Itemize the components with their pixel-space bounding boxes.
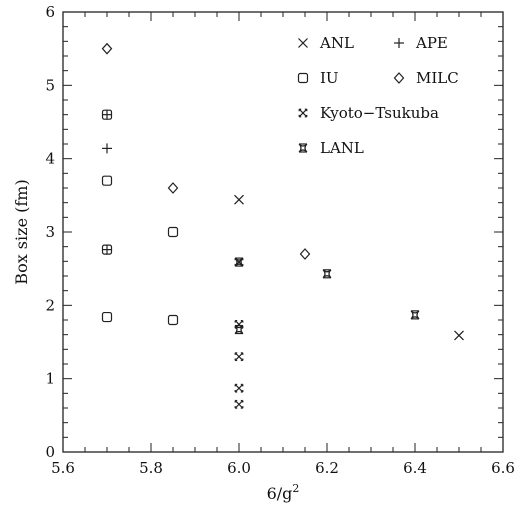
data-point-ape	[102, 143, 112, 154]
legend-entry: APE	[394, 34, 448, 52]
data-point-milc	[299, 248, 311, 260]
y-tick-label: 1	[45, 370, 55, 388]
x-tick-label: 6.0	[227, 459, 251, 477]
data-point-kyoto-tsukuba	[234, 383, 244, 393]
y-tick-label: 3	[45, 223, 55, 241]
data-point-lanl	[234, 324, 244, 335]
legend-entry: MILC	[393, 69, 459, 87]
data-point-iu	[101, 109, 113, 120]
legend-marker	[298, 38, 308, 48]
data-point-lanl	[410, 310, 420, 320]
y-tick-label: 5	[45, 76, 55, 94]
x-axis-label: 6/g2	[267, 482, 300, 503]
legend-entry: ANL	[298, 34, 354, 52]
y-tick-label: 4	[45, 150, 55, 168]
y-tick-label: 0	[45, 443, 55, 461]
data-point-ape	[102, 109, 112, 120]
legend-label: IU	[320, 69, 339, 87]
legend-label: ANL	[319, 34, 354, 52]
x-tick-label: 6.4	[403, 459, 427, 477]
data-point-lanl	[322, 269, 332, 279]
legend-marker	[394, 38, 404, 48]
data-point-anl	[454, 330, 464, 341]
x-tick-label: 6.6	[491, 459, 515, 477]
x-tick-label: 5.6	[51, 459, 75, 477]
x-tick-label: 5.8	[139, 459, 163, 477]
x-axis-label-base: 6/g	[267, 484, 293, 503]
data-point-iu	[101, 244, 113, 255]
y-tick-label: 6	[45, 3, 55, 21]
data-point-iu	[101, 311, 113, 323]
data-point-lanl	[234, 257, 244, 267]
data-point-kyoto-tsukuba	[234, 399, 244, 409]
data-point-iu	[167, 226, 179, 238]
data-point-iu	[167, 314, 179, 326]
legend-label: MILC	[416, 69, 459, 87]
legend-marker	[393, 72, 405, 84]
data-points	[101, 42, 464, 409]
data-point-milc	[101, 42, 113, 55]
data-point-iu	[101, 175, 113, 186]
tick-labels: 5.6 5.8 6.0 6.2 6.4 6.6 0 1 2 3 4 5 6	[45, 3, 514, 477]
legend-marker	[298, 108, 308, 118]
x-tick-label: 6.2	[315, 459, 339, 477]
legend-marker	[297, 72, 309, 84]
data-point-ape	[102, 244, 112, 255]
data-point-milc	[167, 182, 179, 194]
legend-entry: LANL	[298, 139, 364, 157]
legend-label: Kyoto−Tsukuba	[320, 104, 439, 122]
data-point-kyoto-tsukuba	[234, 352, 244, 362]
y-tick-label: 2	[45, 296, 55, 314]
legend-entry: Kyoto−Tsukuba	[298, 104, 439, 122]
data-point-anl	[234, 194, 244, 205]
legend-label: APE	[415, 34, 448, 52]
y-axis-label: Box size (fm)	[12, 179, 31, 284]
legend: ANL APE IU MILC Kyoto−Tsukuba LANL	[297, 34, 459, 157]
legend-label: LANL	[320, 139, 364, 157]
legend-marker	[298, 143, 308, 153]
legend-entry: IU	[297, 69, 339, 87]
tick-marks	[62, 11, 504, 453]
x-axis-label-superscript: 2	[292, 482, 299, 495]
